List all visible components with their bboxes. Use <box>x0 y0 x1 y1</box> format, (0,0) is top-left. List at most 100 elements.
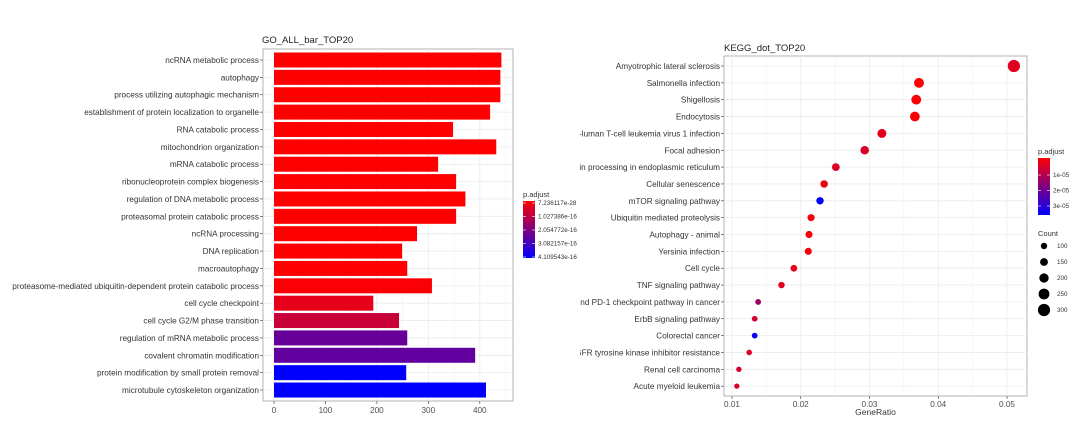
kegg-y-tick-label: Acute myeloid leukemia <box>634 382 721 391</box>
kegg-x-axis-label: GeneRatio <box>855 407 896 417</box>
go-y-tick-label: autophagy <box>221 73 260 82</box>
go-y-tick-label: cell cycle checkpoint <box>184 299 259 308</box>
go-y-tick-label: cell cycle G2/M phase transition <box>143 317 259 326</box>
kegg-dot <box>751 332 758 339</box>
kegg-color-legend-label: 2e-05 <box>1053 188 1070 195</box>
go-y-tick-label: proteasomal protein catabolic process <box>121 212 259 221</box>
go-bar <box>274 365 407 381</box>
go-legend-label: 3.082157e-16 <box>538 241 577 248</box>
kegg-y-tick-label: Yersinia infection <box>658 247 720 256</box>
kegg-size-legend-label: 100 <box>1057 243 1068 250</box>
kegg-dot <box>755 298 762 305</box>
kegg-legend: p.adjust 1e-05 2e-05 3e-05 Count 100 150 200… <box>1037 147 1070 317</box>
go-y-tick-label: microtubule cytoskeleton organization <box>122 386 259 395</box>
kegg-color-legend-label: 1e-05 <box>1053 172 1070 179</box>
kegg-dot <box>790 264 798 272</box>
go-legend-title: p.adjust <box>523 190 550 199</box>
kegg-size-legend-dot <box>1037 303 1051 317</box>
go-bar <box>274 295 374 311</box>
go-y-tick-label: process utilizing autophagic mechanism <box>114 91 259 100</box>
kegg-y-tick-label: Colorectal cancer <box>656 332 720 341</box>
go-bar <box>274 174 457 190</box>
go-bars <box>274 52 502 398</box>
kegg-dot <box>751 315 758 322</box>
go-y-tick-label: establishment of protein localization to… <box>84 108 259 117</box>
go-y-tick-label: regulation of mRNA metabolic process <box>120 334 259 343</box>
go-bar <box>274 330 408 346</box>
kegg-dot <box>804 247 812 255</box>
kegg-y-labels: Amyotrophic lateral sclerosis Salmonella … <box>575 62 724 391</box>
go-bar <box>274 278 432 294</box>
go-bar <box>274 191 466 207</box>
kegg-y-tick-label: ein processing in endoplasmic reticulum <box>575 163 720 172</box>
kegg-chart-title: KEGG_dot_TOP20 <box>724 43 805 54</box>
kegg-y-tick-label: Amyotrophic lateral sclerosis <box>616 62 720 71</box>
go-y-tick-label: RNA catabolic process <box>177 125 259 134</box>
go-bar <box>274 313 400 329</box>
kegg-color-legend-label: 3e-05 <box>1053 203 1070 210</box>
go-y-tick-label: DNA replication <box>203 247 260 256</box>
go-x-tick-label: 200 <box>370 406 384 415</box>
kegg-dot <box>860 145 869 155</box>
kegg-dot <box>911 94 922 105</box>
kegg-size-legend-dot <box>1040 258 1048 266</box>
kegg-dot <box>778 281 785 289</box>
go-x-tick-label: 300 <box>422 406 436 415</box>
go-bar <box>274 226 418 242</box>
kegg-size-legend-label: 200 <box>1057 275 1068 282</box>
go-bar <box>274 347 476 363</box>
kegg-size-legend-label: 250 <box>1057 291 1068 298</box>
go-y-tick-label: mitochondrion organization <box>161 143 260 152</box>
go-legend-label: 4.109543e-16 <box>538 254 577 261</box>
kegg-color-legend-title: p.adjust <box>1038 147 1065 156</box>
kegg-dot <box>909 111 920 122</box>
kegg-plot-panel <box>723 55 1028 397</box>
go-x-ticks: 0 100 200 300 400 <box>272 401 487 415</box>
go-bar <box>274 87 501 103</box>
go-legend-label: 1.027386e-16 <box>538 214 577 221</box>
kegg-dots <box>734 59 1021 389</box>
go-y-tick-label: ribonucleoprotein complex biogenesis <box>122 178 259 187</box>
kegg-y-tick-label: ErbB signaling pathway <box>634 315 720 324</box>
go-y-tick-label: proteasome-mediated ubiquitin-dependent … <box>12 282 259 291</box>
go-chart-title: GO_ALL_bar_TOP20 <box>262 35 353 46</box>
go-y-tick-label: mRNA catabolic process <box>170 160 259 169</box>
go-bar <box>274 156 439 172</box>
kegg-size-legend-dot <box>1040 242 1048 250</box>
go-y-tick-label: ncRNA metabolic process <box>165 56 259 65</box>
go-bar <box>274 260 408 276</box>
kegg-dot <box>877 128 887 138</box>
go-y-labels: ncRNA metabolic process autophagy process … <box>12 56 263 395</box>
kegg-size-legend-label: 300 <box>1057 307 1068 314</box>
go-bar <box>274 69 501 85</box>
kegg-dot <box>736 366 742 372</box>
kegg-x-tick-label: 0.01 <box>724 400 740 409</box>
kegg-y-tick-label: Salmonella infection <box>647 79 721 88</box>
kegg-x-ticks: 0.01 0.02 0.03 0.04 0.05 <box>724 396 1015 409</box>
go-bar <box>274 208 457 224</box>
kegg-y-tick-label: Focal adhesion <box>664 146 720 155</box>
kegg-x-tick-label: 0.05 <box>999 400 1015 409</box>
kegg-y-tick-label: Ubiquitin mediated proteolysis <box>611 214 720 223</box>
kegg-dot <box>816 197 824 205</box>
go-x-tick-label: 400 <box>473 406 487 415</box>
go-bar <box>274 382 486 398</box>
kegg-dot <box>734 383 740 389</box>
kegg-gridlines <box>724 56 1027 396</box>
kegg-y-tick-label: GFR tyrosine kinase inhibitor resistance <box>575 348 720 357</box>
kegg-dot <box>805 230 813 239</box>
kegg-y-tick-label: Cell cycle <box>685 264 720 273</box>
kegg-y-tick-label: Cellular senescence <box>646 180 720 189</box>
kegg-x-tick-label: 0.03 <box>862 400 878 409</box>
kegg-x-tick-label: 0.04 <box>930 400 946 409</box>
go-bar <box>274 243 403 259</box>
kegg-y-tick-label: und PD-1 checkpoint pathway in cancer <box>576 298 721 307</box>
kegg-size-legend-dot <box>1039 273 1049 283</box>
kegg-dot <box>807 214 815 222</box>
go-bar <box>274 104 491 120</box>
kegg-dot <box>820 180 828 188</box>
kegg-dot <box>746 349 752 356</box>
go-legend-colorbar <box>523 201 535 258</box>
kegg-y-tick-label: -luman T-cell leukemia virus 1 infection <box>579 129 720 138</box>
